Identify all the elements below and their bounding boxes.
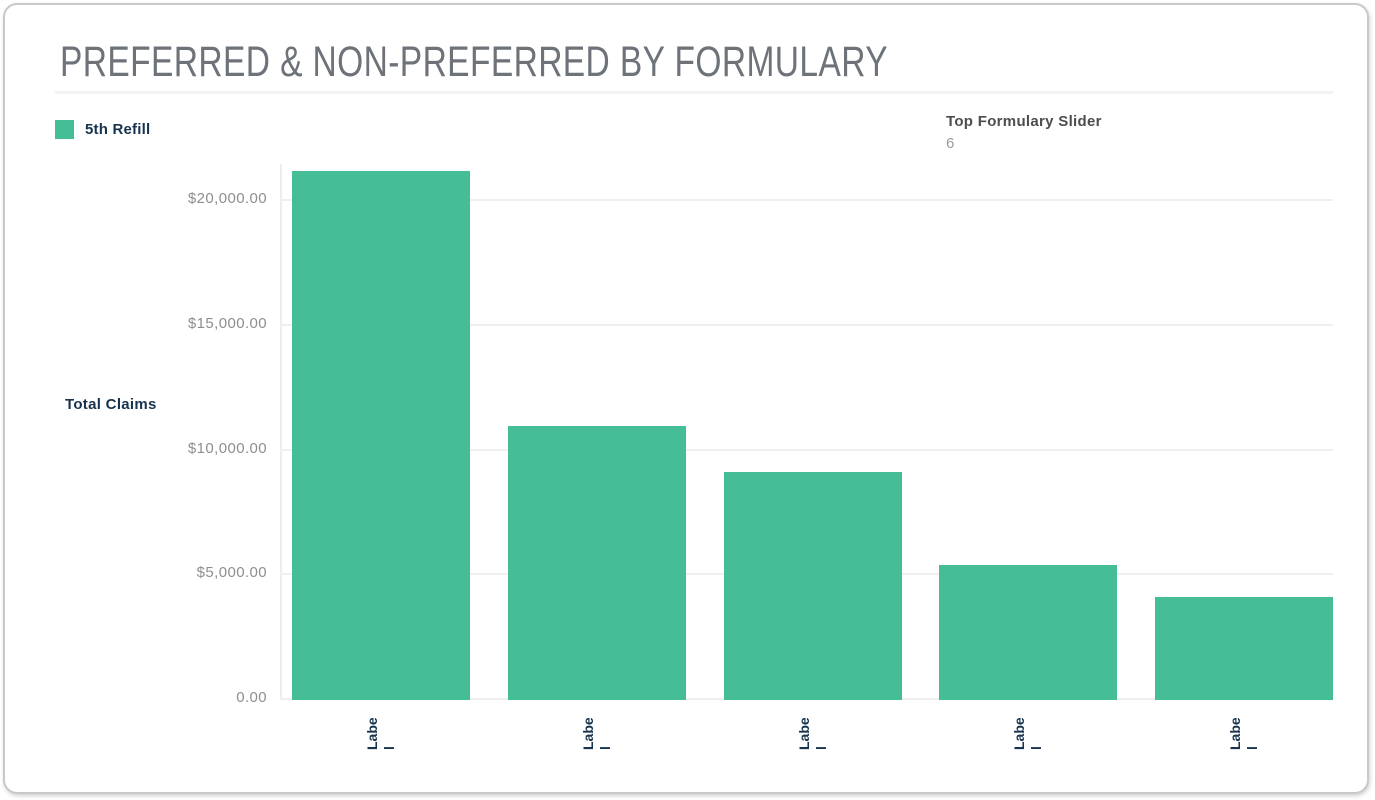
x-tick-label-line: l xyxy=(812,746,829,750)
bar[interactable] xyxy=(1155,596,1333,700)
y-axis-title: Total Claims xyxy=(65,396,157,413)
x-tick-label-line: l xyxy=(1244,746,1260,750)
bar[interactable] xyxy=(292,171,470,700)
x-tick-label: Labe l xyxy=(796,710,830,750)
x-tick-label-line: Labe xyxy=(364,717,380,750)
gridline xyxy=(280,448,1333,451)
bar[interactable] xyxy=(507,425,686,700)
bar[interactable] xyxy=(939,565,1118,700)
chart-card: PREFERRED & NON-PREFERRED BY FORMULARY 5… xyxy=(3,3,1369,794)
gridline xyxy=(280,324,1333,327)
x-tick-label: Labe l xyxy=(364,710,398,750)
y-tick-label: $10,000.00 xyxy=(187,439,267,457)
x-tick-label-line: Labe xyxy=(579,717,596,750)
x-tick-label: Labe l xyxy=(1011,710,1045,750)
gridline xyxy=(280,199,1333,202)
legend-label: 5th Refill xyxy=(85,121,151,138)
y-tick-label: 0.00 xyxy=(236,689,267,706)
x-tick-label-line: Labe xyxy=(1227,717,1243,750)
x-tick-label-line: l xyxy=(1028,746,1045,750)
title-divider xyxy=(55,91,1333,94)
slider-label: Top Formulary Slider xyxy=(946,113,1102,130)
legend: 5th Refill xyxy=(55,120,150,139)
y-tick-label: $5,000.00 xyxy=(196,564,267,582)
x-tick-label-line: l xyxy=(596,746,613,750)
y-axis-line xyxy=(280,164,282,700)
x-tick-label: Labe l xyxy=(1227,710,1261,750)
y-tick-label: $15,000.00 xyxy=(187,315,267,333)
bar[interactable] xyxy=(723,471,902,700)
page-title: PREFERRED & NON-PREFERRED BY FORMULARY xyxy=(60,38,888,86)
x-tick-label: Labe l xyxy=(580,710,614,750)
x-tick-label-line: l xyxy=(381,746,397,750)
x-tick-label-line: Labe xyxy=(795,717,812,750)
x-tick-label-line: Labe xyxy=(1011,717,1028,750)
legend-swatch-icon xyxy=(55,120,74,139)
legend-item[interactable]: 5th Refill xyxy=(55,120,150,139)
y-tick-label: $20,000.00 xyxy=(187,190,267,208)
top-formulary-slider: Top Formulary Slider 6 xyxy=(946,113,1102,152)
slider-value: 6 xyxy=(946,135,955,152)
